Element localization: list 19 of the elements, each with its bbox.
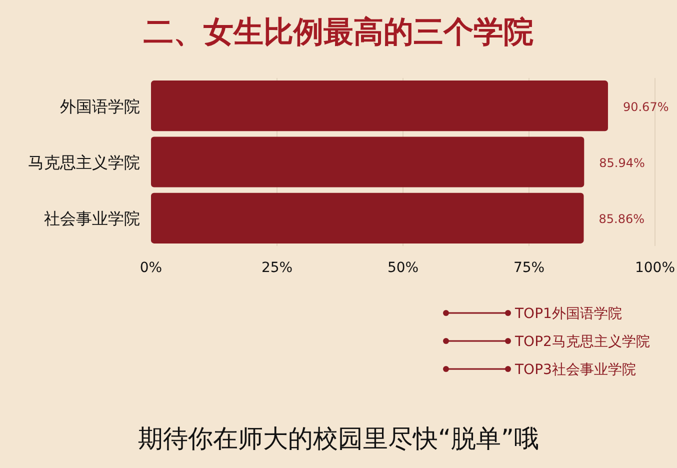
text: 期待你在师大的校园里尽快“脱单”哦 <box>138 424 539 453</box>
bar <box>151 80 608 132</box>
x-tick-label: 75% <box>513 260 545 276</box>
y-tick-label: 社会事业学院 <box>44 209 140 228</box>
data-label: 90.67% <box>622 100 669 114</box>
text: TOP1外国语学院 <box>514 306 622 322</box>
y-tick-label: 外国语学院 <box>60 96 140 116</box>
text: TOP2马克思主义学院 <box>514 334 650 350</box>
x-tick-label: 25% <box>261 260 293 276</box>
y-tick-label: 马克思主义学院 <box>28 153 140 172</box>
data-label: 85.86% <box>598 212 644 226</box>
x-tick-label: 50% <box>387 260 419 276</box>
chart-title: 二、女生比例最高的三个学院 <box>144 15 534 50</box>
bar <box>151 136 584 188</box>
text: TOP3社会事业学院 <box>514 362 636 378</box>
x-tick-label: 100% <box>634 260 676 276</box>
x-tick-label: 0% <box>140 260 162 276</box>
bar <box>151 192 584 244</box>
data-label: 85.94% <box>599 156 645 170</box>
